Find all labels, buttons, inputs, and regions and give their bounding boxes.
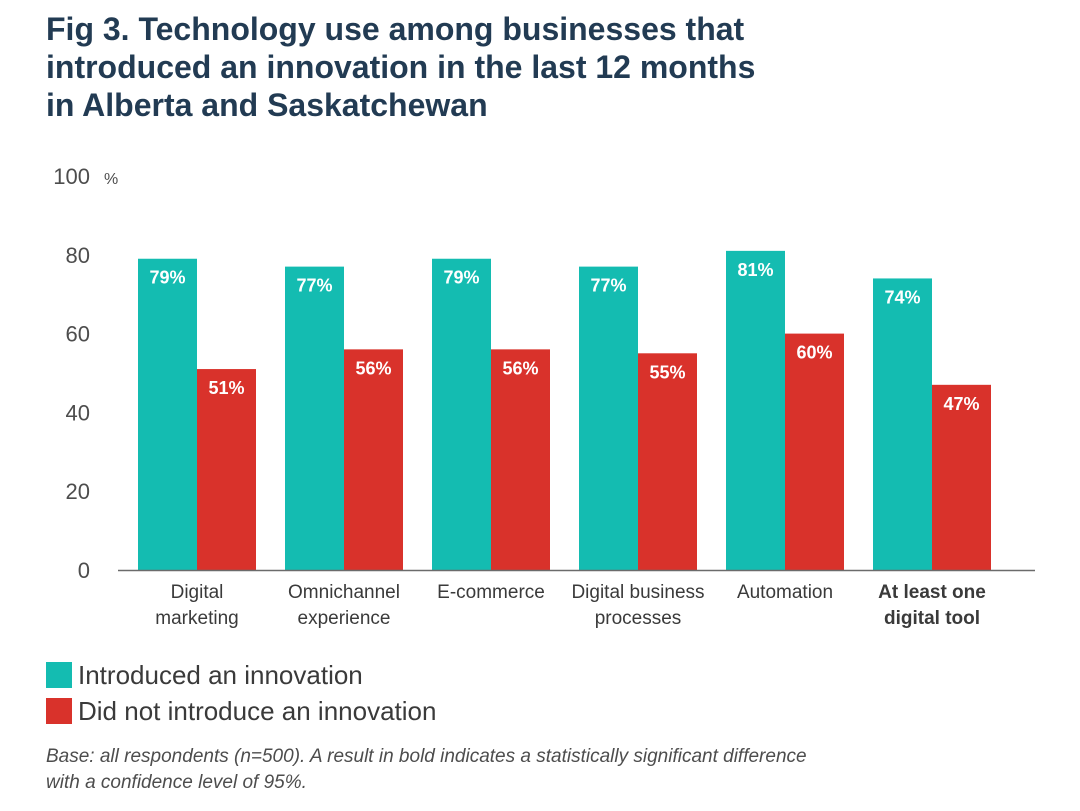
chart-title-line-2: introduced an innovation in the last 12 … — [46, 49, 756, 85]
category-label: processes — [595, 608, 682, 629]
y-tick-label: 0 — [78, 558, 90, 583]
bar-value-label: 77% — [296, 276, 332, 296]
bar — [579, 266, 638, 570]
legend: Introduced an innovation Did not introdu… — [46, 657, 436, 729]
bar — [491, 349, 550, 570]
footnote: Base: all respondents (n=500). A result … — [46, 744, 1046, 796]
bar-value-label: 79% — [443, 268, 479, 288]
bar — [873, 278, 932, 570]
y-tick-label: 80 — [66, 243, 90, 268]
chart-title-line-3: in Alberta and Saskatchewan — [46, 87, 488, 123]
bar — [785, 333, 844, 570]
legend-item-introduced: Introduced an innovation — [46, 657, 436, 693]
category-label: Omnichannel — [288, 582, 400, 603]
legend-label-introduced: Introduced an innovation — [78, 659, 363, 690]
category-label: E-commerce — [437, 582, 545, 603]
legend-label-not-introduced: Did not introduce an innovation — [78, 695, 437, 726]
category-label: At least one — [878, 582, 986, 603]
chart-title-line-1: Fig 3. Technology use among businesses t… — [46, 11, 745, 47]
bar-value-label: 47% — [943, 394, 979, 414]
legend-item-not-introduced: Did not introduce an innovation — [46, 693, 436, 729]
bar-value-label: 56% — [355, 358, 391, 378]
footnote-line-2: with a confidence level of 95%. — [46, 772, 307, 793]
bar — [344, 349, 403, 570]
category-label: Digital business — [571, 582, 704, 603]
bar-chart: 0 20 40 60 80 100 % 79% 51% Digital marketing 77% 56… — [53, 164, 1035, 629]
category-label: Automation — [737, 582, 833, 603]
category-label: experience — [298, 608, 391, 629]
bar-value-label: 79% — [149, 268, 185, 288]
category-label: marketing — [155, 608, 238, 629]
bar — [138, 258, 197, 570]
chart-title: Fig 3. Technology use among businesses t… — [46, 10, 1046, 124]
bar-value-label: 55% — [649, 362, 685, 382]
bar-value-label: 74% — [884, 287, 920, 307]
bar-value-label: 77% — [590, 276, 626, 296]
footnote-line-1: Base: all respondents (n=500). A result … — [46, 746, 807, 767]
y-tick-label: 40 — [66, 400, 90, 425]
category-label: digital tool — [884, 608, 980, 629]
bar-value-label: 60% — [796, 343, 832, 363]
bar — [197, 369, 256, 570]
y-tick-label: 100 — [53, 164, 90, 189]
legend-swatch-introduced — [46, 662, 72, 688]
bar — [432, 258, 491, 570]
bar — [638, 353, 697, 570]
bar — [726, 250, 785, 571]
y-unit-label: % — [104, 171, 118, 188]
bar-value-label: 51% — [208, 378, 244, 398]
y-tick-label: 20 — [66, 479, 90, 504]
bar — [285, 266, 344, 570]
bar — [932, 384, 991, 570]
bar-value-label: 81% — [737, 260, 773, 280]
y-tick-label: 60 — [66, 322, 90, 347]
bar-value-label: 56% — [502, 358, 538, 378]
category-label: Digital — [171, 582, 224, 603]
legend-swatch-not-introduced — [46, 698, 72, 724]
